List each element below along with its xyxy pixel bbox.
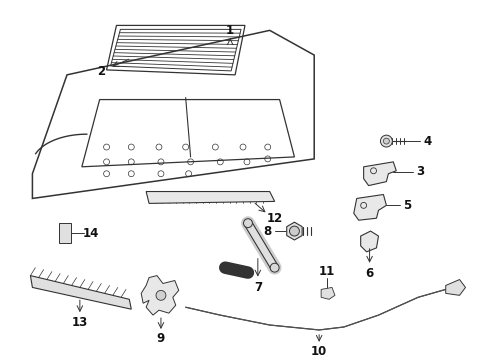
Text: 10: 10 <box>310 345 326 358</box>
Text: 1: 1 <box>225 24 234 37</box>
Text: 11: 11 <box>318 265 334 278</box>
Text: 14: 14 <box>82 226 99 239</box>
Polygon shape <box>30 275 131 309</box>
Circle shape <box>156 291 165 300</box>
Circle shape <box>383 138 388 144</box>
Polygon shape <box>59 223 71 243</box>
Polygon shape <box>141 275 179 315</box>
Text: 6: 6 <box>365 267 373 280</box>
Circle shape <box>243 219 252 228</box>
Text: 8: 8 <box>263 225 271 238</box>
Polygon shape <box>321 287 334 299</box>
Text: 5: 5 <box>402 199 410 212</box>
Circle shape <box>289 226 299 236</box>
Polygon shape <box>146 192 274 203</box>
Polygon shape <box>363 162 395 186</box>
Text: 13: 13 <box>72 316 88 329</box>
Polygon shape <box>353 194 386 220</box>
Text: 2: 2 <box>98 66 105 78</box>
Text: 4: 4 <box>423 135 431 148</box>
Circle shape <box>270 263 279 272</box>
Text: 9: 9 <box>157 332 165 345</box>
Polygon shape <box>445 279 465 295</box>
Text: 12: 12 <box>266 212 282 225</box>
Circle shape <box>380 135 391 147</box>
Text: 3: 3 <box>415 165 423 178</box>
Polygon shape <box>360 231 378 252</box>
Text: 7: 7 <box>253 281 262 294</box>
Polygon shape <box>286 222 302 240</box>
